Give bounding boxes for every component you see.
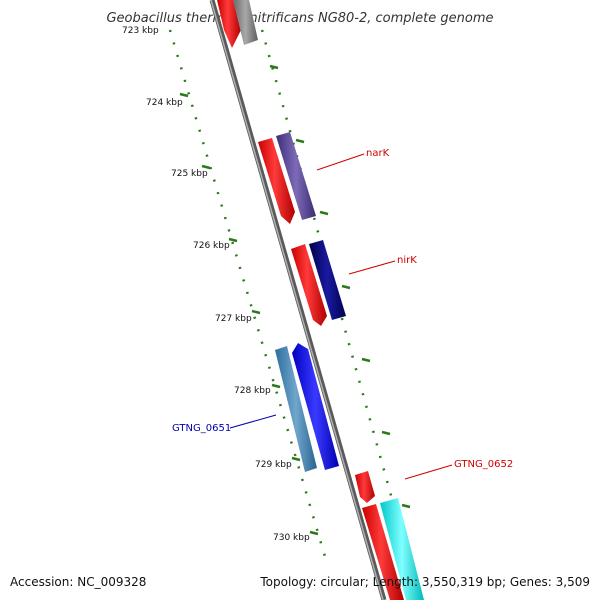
tick-labels: 723 kbp 724 kbp 725 kbp 726 kbp 727 kbp …: [122, 26, 310, 543]
tick-label-726: 726 kbp: [193, 241, 230, 251]
gene-GTNG_0651[interactable]: [275, 346, 317, 472]
genome-backbone: [209, 0, 387, 600]
map-title: Geobacillus thermodenitrificans NG80-2, …: [106, 11, 493, 26]
tick-label-730: 730 kbp: [273, 533, 310, 543]
tick-track: [168, 29, 328, 561]
tick-label-729: 729 kbp: [255, 460, 292, 470]
gene-bottom-red[interactable]: [362, 504, 404, 600]
gene-top-red[interactable]: [217, 0, 241, 48]
gene-narK[interactable]: [276, 132, 316, 220]
tick-label-727: 727 kbp: [215, 314, 252, 324]
tick-label-728: 728 kbp: [234, 386, 271, 396]
gene-label-GTNG_0651[interactable]: GTNG_0651: [172, 423, 231, 434]
gene-blue-large[interactable]: [292, 343, 339, 470]
gene-label-nirK[interactable]: nirK: [397, 255, 417, 266]
tick-label-725: 725 kbp: [171, 169, 208, 179]
genome-summary-text: Topology: circular; Length: 3,550,319 bp…: [259, 575, 590, 589]
label-leaders: [229, 153, 453, 480]
tick-label-723: 723 kbp: [122, 26, 159, 36]
gene-narK-red[interactable]: [258, 138, 295, 224]
major-ticks: [179, 92, 319, 536]
gene-nirK-red[interactable]: [291, 244, 327, 326]
gene-small-red[interactable]: [355, 471, 375, 503]
gene-nirK[interactable]: [309, 240, 346, 320]
gene-label-narK[interactable]: narK: [366, 148, 390, 159]
gene-label-GTNG_0652[interactable]: GTNG_0652: [454, 459, 513, 470]
accession-text: Accession: NC_009328: [10, 575, 146, 589]
genes: [217, 0, 424, 600]
gene-labels: narK nirK GTNG_0651 GTNG_0652: [172, 148, 513, 470]
tick-label-724: 724 kbp: [146, 98, 183, 108]
right-ticks: [269, 64, 411, 509]
gene-GTNG_0652[interactable]: [380, 498, 424, 600]
gene-top-grey[interactable]: [233, 0, 258, 45]
